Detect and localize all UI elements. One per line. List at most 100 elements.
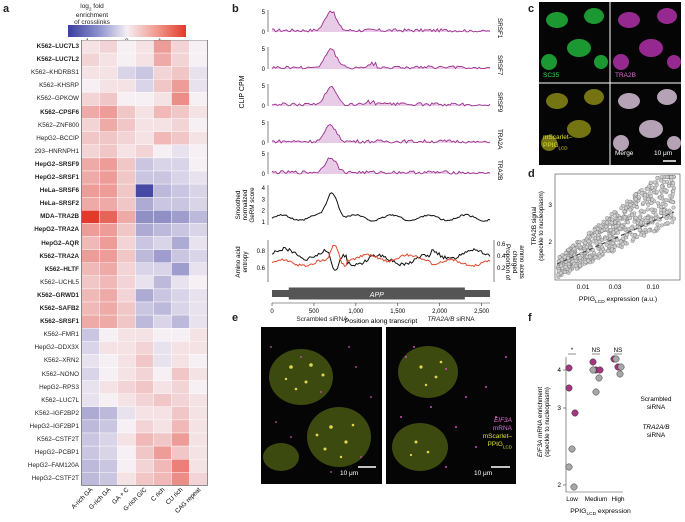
heatmap-cell [153, 66, 172, 80]
entropy-label: entropy [242, 251, 249, 273]
title-tra2-rest: siRNA [454, 316, 475, 323]
charged-label: charged [511, 251, 518, 274]
heatmap-cell [99, 223, 118, 237]
heatmap-cell [189, 210, 208, 224]
x-tick: 0.01 [577, 284, 590, 291]
heatmap-row-label: K562–ZNF800 [38, 121, 79, 129]
heatmap-cell [171, 288, 190, 303]
clip-track-tick: 0 [262, 104, 266, 110]
microscopy-grid: SC35 TRA2B mScarlet– PPIGLCD Merge 10 μm [539, 2, 681, 165]
heatmap-cell [81, 328, 100, 342]
scatter-point [620, 242, 625, 247]
heatmap-cell [153, 275, 172, 290]
clip-track-line [271, 48, 491, 70]
heatmap-row-label: HeLa–SRSF2 [39, 200, 79, 208]
heatmap-cell [189, 301, 208, 316]
heatmap-cell [99, 275, 118, 290]
scatter-point [600, 228, 604, 233]
heatmap-cell [99, 459, 118, 473]
title-tra2-sirna: TRA2A/B siRNA [386, 316, 516, 323]
heatmap-cell [189, 328, 208, 342]
scatter-point [587, 254, 592, 259]
scatter-point [566, 247, 571, 252]
y-tick: 3 [548, 202, 552, 209]
heatmap-row-label: K562–KHDRBS1 [31, 69, 79, 77]
heatmap-cell [135, 66, 154, 80]
scatter-point [609, 247, 614, 252]
clip-track-line [271, 85, 491, 107]
scatter-point [583, 240, 588, 245]
heatmap-cell [81, 275, 100, 290]
heatmap-cell [117, 301, 136, 316]
entropy-label: Amino acid [235, 246, 242, 278]
heatmap-cell [99, 341, 118, 355]
heatmap-cell [153, 79, 172, 93]
heatmap-cell [153, 367, 172, 381]
heatmap-cell [81, 144, 100, 159]
heatmap-cell [135, 275, 154, 290]
point-scrambled [617, 363, 625, 371]
scatter-point [671, 205, 676, 210]
legend-tra2: TRA2A/B [642, 424, 670, 431]
heatmap-cell [81, 380, 100, 394]
scatter-point [651, 229, 656, 234]
heatmap-cell [171, 157, 190, 172]
heatmap-cell [153, 170, 172, 185]
heatmap-cell [171, 66, 190, 80]
heatmap-cell [117, 79, 136, 93]
x-tick-label: 1,500 [390, 309, 406, 315]
scatter-point [573, 258, 578, 263]
point-scrambled [616, 370, 624, 378]
scatter-point [664, 188, 669, 193]
scatter-point [623, 206, 628, 210]
clip-track-band [272, 11, 490, 32]
scatter-point [597, 239, 602, 244]
heatmap-cell [153, 288, 172, 303]
heatmap-cell [153, 183, 172, 198]
clip-track-name: SRSF1 [496, 18, 503, 39]
heatmap-legend-title: log2 fold enrichment of crosslinks [57, 3, 127, 26]
heatmap-cell [135, 52, 154, 67]
scatter-point [572, 255, 577, 260]
f-y-axis-label: EIF3A mRNA enrichment [537, 387, 544, 458]
germ-tick: 3 [262, 197, 266, 203]
scatter-point [596, 236, 601, 241]
heatmap-cell [189, 170, 208, 185]
heatmap-cell [99, 314, 118, 329]
label-ppig-sub: LCD [558, 145, 568, 151]
scatter-point [557, 255, 562, 260]
heatmap-row-label: HepG2–FAM120A [27, 462, 79, 470]
point-tra2 [589, 358, 597, 366]
germ-tick: 1 [262, 220, 266, 226]
scatter-point [643, 227, 648, 232]
heatmap-cell [135, 105, 154, 119]
scatter-point [618, 239, 623, 244]
scatter-point [630, 213, 635, 218]
heatmap-cell [99, 157, 118, 172]
heatmap-cell [99, 354, 118, 368]
heatmap-cell [189, 52, 208, 67]
heatmap-cell [189, 183, 208, 198]
heatmap-colorbar [68, 25, 186, 37]
scale-bar-label-e-right: 10 μm [474, 470, 493, 477]
heatmap-cell [99, 183, 118, 198]
heatmap-cell [135, 249, 154, 263]
scatter-point [612, 210, 617, 215]
heatmap-cell [135, 196, 154, 211]
heatmap-cell [171, 52, 190, 67]
heatmap-cell [135, 118, 154, 132]
point-tra2 [565, 364, 573, 372]
panel-b-x-labels: 0 500 1,000 1,500 2,000 2,500 Position along t… [270, 309, 489, 325]
heatmap-cell [81, 210, 100, 224]
clip-cpm-label: CLIP CPM [239, 75, 246, 108]
heatmap-cell [99, 262, 118, 276]
heatmap-cell [171, 92, 190, 106]
heatmap-cell [135, 328, 154, 342]
heatmap-cell [99, 118, 118, 132]
heatmap-cell [171, 341, 190, 355]
scatter-point [598, 223, 603, 228]
heatmap-cell [117, 380, 136, 394]
heatmap-cell [153, 406, 172, 421]
scatter-point [592, 251, 597, 256]
scatter-point [641, 201, 646, 206]
